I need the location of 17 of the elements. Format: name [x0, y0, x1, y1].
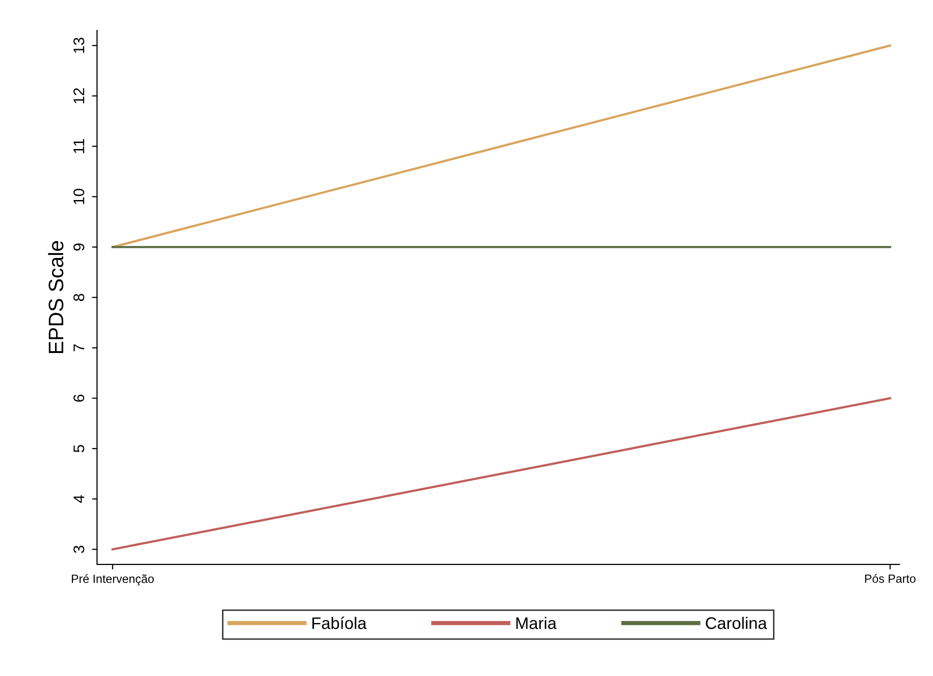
legend-label: Maria — [516, 616, 557, 630]
y-tick-label: 9 — [73, 244, 84, 251]
y-tick-label: 5 — [74, 444, 84, 452]
legend-label: Fabíola — [312, 616, 367, 630]
y-tick-label: 6 — [73, 394, 84, 402]
x-tick-label: Pré Intervenção — [72, 574, 154, 586]
legend-label: Carolina — [706, 616, 768, 630]
y-tick-label: 13 — [73, 38, 84, 53]
y-tick-label: 12 — [73, 88, 84, 104]
y-axis-title: EPDS Scale — [48, 241, 64, 354]
y-tick-label: 7 — [74, 344, 84, 352]
y-tick-label: 10 — [73, 188, 84, 204]
x-tick-label: Pós Parto — [865, 574, 916, 583]
y-tick-label: 3 — [73, 546, 84, 554]
y-tick-label: 11 — [74, 139, 84, 154]
y-tick-label: 8 — [73, 294, 84, 302]
y-tick-label: 4 — [74, 495, 84, 503]
